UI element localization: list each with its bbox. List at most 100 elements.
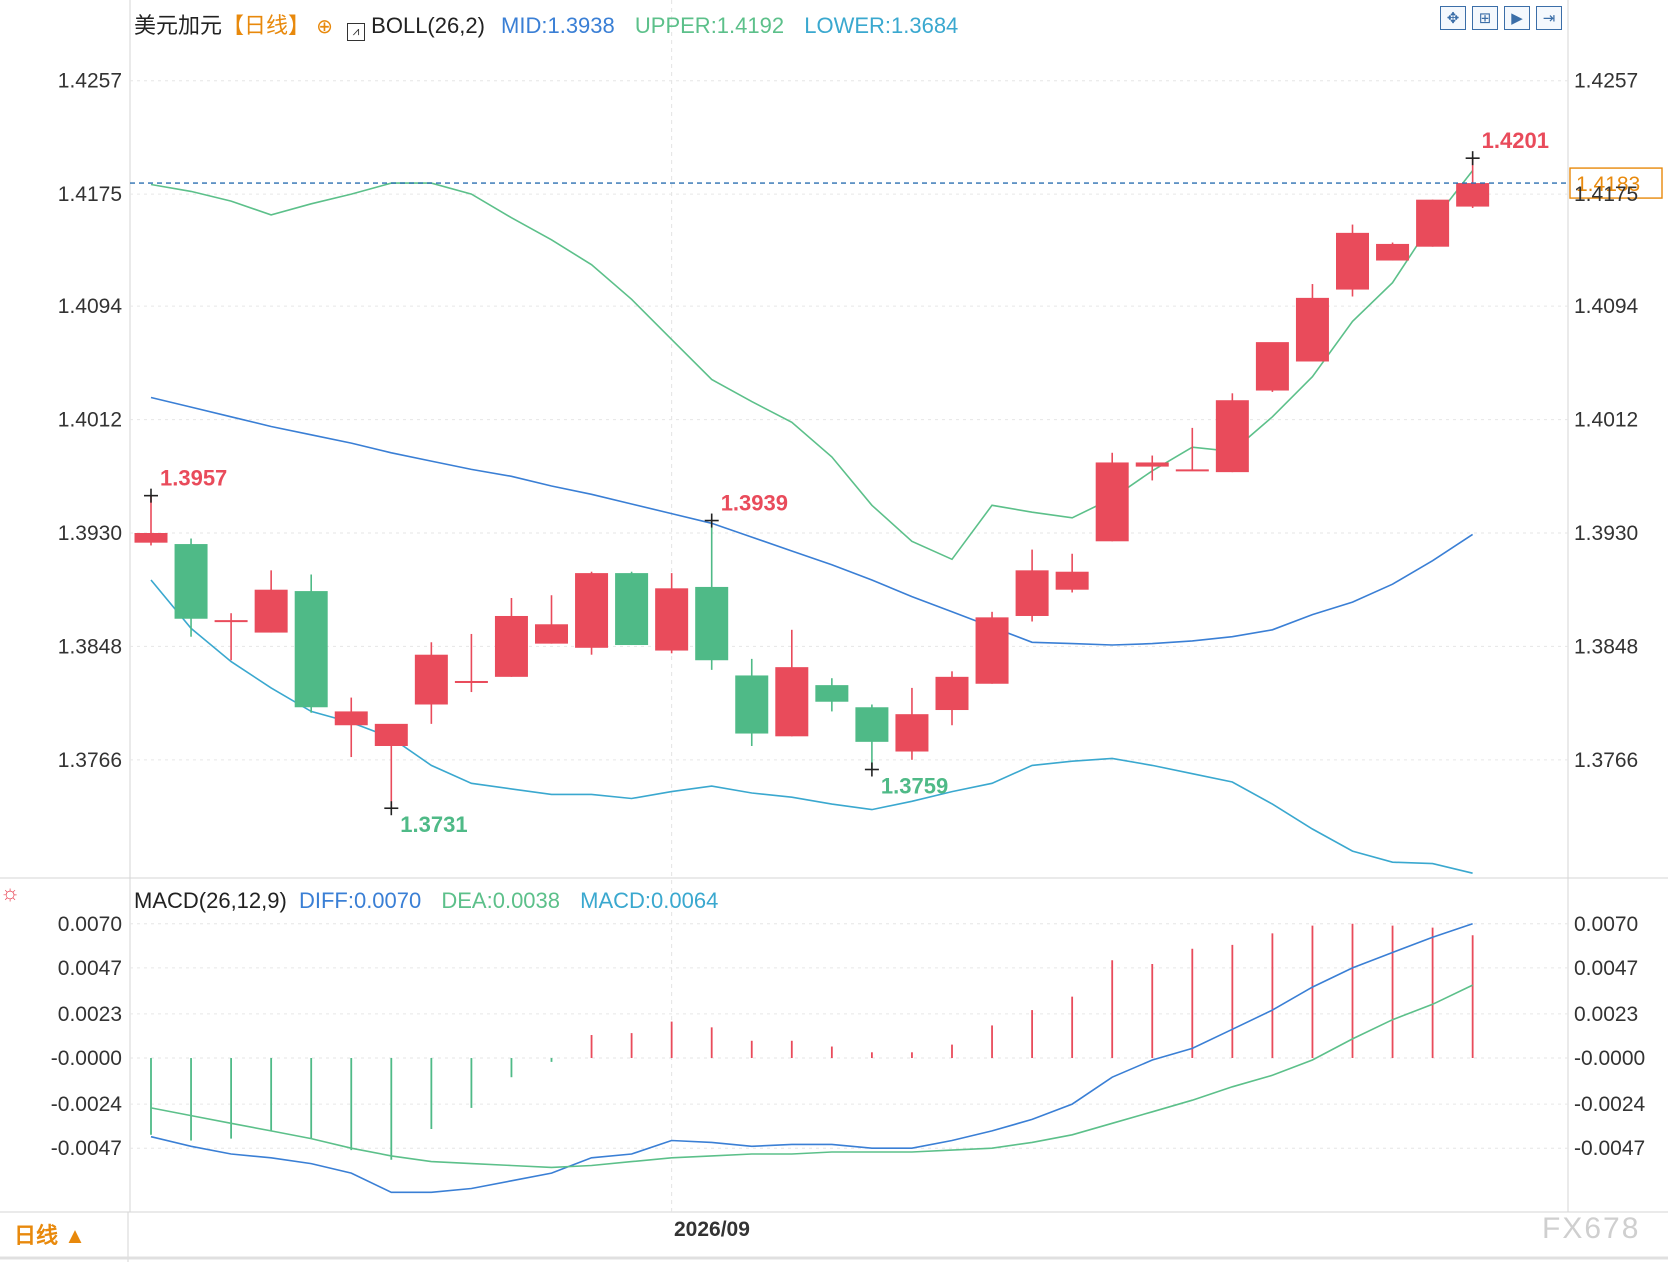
- candle-body: [1456, 183, 1490, 207]
- candle: [494, 598, 528, 677]
- candle-body: [1175, 469, 1209, 472]
- macd-diff-label: DIFF:0.0070: [298, 888, 422, 913]
- annotation-label: 1.3759: [881, 774, 948, 799]
- boll-label: BOLL(26,2): [371, 13, 485, 38]
- macd-tick-right: 0.0070: [1574, 913, 1638, 936]
- price-tick-right: 1.3930: [1574, 522, 1638, 545]
- price-tick-right: 1.3848: [1574, 635, 1638, 658]
- price-tick-right: 1.4175: [1574, 183, 1638, 206]
- candle: [815, 678, 849, 712]
- settings-icon[interactable]: ☼: [0, 880, 21, 905]
- boll-lower-label: LOWER:1.3684: [804, 13, 959, 38]
- crosshair-icon[interactable]: ⊕: [316, 16, 333, 38]
- candles-layer: [134, 158, 1490, 809]
- candle-body: [1135, 462, 1169, 467]
- price-tick-left: 1.3766: [58, 749, 122, 772]
- candle-body: [575, 573, 609, 648]
- macd-tick-left: 0.0047: [58, 957, 122, 980]
- candle-body: [735, 675, 769, 734]
- macd-title: MACD(26,12,9): [134, 888, 287, 913]
- period-selector-button[interactable]: 日线 ▲: [14, 1223, 86, 1248]
- macd-tick-right: 0.0047: [1574, 957, 1638, 980]
- macd-layer: [150, 923, 1474, 1194]
- price-tick-left: 1.4012: [58, 409, 122, 432]
- macd-diff-line: [150, 923, 1473, 1194]
- low-annotation: 1.3759: [864, 762, 948, 799]
- macd-panel-header: MACD(26,12,9) DIFF:0.0070 DEA:0.0038 MAC…: [134, 888, 718, 914]
- candle-body: [535, 624, 568, 644]
- candle-body: [1336, 232, 1369, 290]
- annotation-label: 1.3957: [160, 466, 227, 491]
- candle-body: [935, 676, 969, 711]
- candle-body: [1055, 571, 1089, 590]
- candle: [374, 723, 408, 809]
- annotation-label: 1.4201: [1482, 128, 1549, 153]
- annotation-label: 1.3939: [721, 491, 788, 516]
- price-tick-left: 1.4094: [58, 295, 123, 318]
- move-icon[interactable]: ✥: [1440, 6, 1466, 30]
- candle-body: [1095, 462, 1129, 542]
- price-tick-left: 1.4257: [58, 70, 122, 93]
- price-tick-right: 1.4094: [1574, 295, 1639, 318]
- candle-body: [775, 667, 809, 737]
- candle: [294, 574, 328, 713]
- candle-body: [975, 617, 1009, 684]
- indicator-icon[interactable]: ⩘: [347, 23, 366, 41]
- boll-lower-line: [150, 579, 1473, 874]
- macd-tick-left: 0.0023: [58, 1003, 122, 1026]
- macd-tick-left: -0.0047: [51, 1137, 122, 1160]
- macd-tick-left: 0.0070: [58, 913, 122, 936]
- macd-dea-label: DEA:0.0038: [441, 888, 561, 913]
- candle-body: [1015, 570, 1049, 616]
- macd-tick-right: -0.0024: [1574, 1093, 1646, 1116]
- candle: [535, 595, 568, 644]
- candle-body: [895, 714, 929, 752]
- candle-body: [414, 654, 448, 705]
- chart-toolbar: ✥ ⊞ ▶ ⇥: [1440, 6, 1562, 30]
- candle: [1295, 284, 1329, 362]
- price-tick-right: 1.3766: [1574, 749, 1638, 772]
- price-tick-left: 1.3930: [58, 522, 122, 545]
- boll-mid-label: MID:1.3938: [501, 13, 615, 38]
- candle: [1376, 242, 1410, 261]
- candle: [214, 613, 248, 661]
- step-forward-icon[interactable]: ⇥: [1536, 6, 1562, 30]
- candle: [414, 642, 448, 724]
- candle-body: [334, 711, 368, 726]
- candle-body: [815, 685, 849, 702]
- candle-body: [134, 532, 168, 543]
- macd-tick-right: 0.0023: [1574, 1003, 1638, 1026]
- candle: [1135, 455, 1169, 481]
- candle: [1416, 199, 1450, 247]
- candle-body: [655, 588, 689, 651]
- last-price-label: 1.4183: [1576, 173, 1640, 196]
- boll-upper-label: UPPER:1.4192: [634, 13, 785, 38]
- candle-body: [1376, 243, 1410, 261]
- candle-body: [615, 573, 649, 646]
- period-tag: 【日线】: [222, 13, 311, 38]
- boll-mid-line: [150, 396, 1474, 646]
- candle-body: [214, 620, 248, 623]
- candle-body: [254, 589, 288, 633]
- macd-tick-left: -0.0024: [51, 1093, 123, 1116]
- candle: [895, 687, 929, 760]
- candle: [254, 570, 288, 633]
- candle: [1255, 342, 1289, 392]
- candle: [695, 520, 729, 670]
- macd-value-label: MACD:0.0064: [580, 888, 719, 913]
- candle: [1175, 427, 1209, 472]
- candle: [735, 658, 769, 746]
- candle: [855, 704, 889, 770]
- candle-body: [494, 615, 528, 677]
- axis-labels: 1.4257 1.4257 1.4175 1.4175 1.4094 1.4094 1.40…: [51, 70, 1646, 1160]
- price-annotations: 1.4183 1.3957 1.3731 1.3939 1.3759 1.4201: [130, 128, 1663, 837]
- candle: [1015, 549, 1049, 622]
- candle: [1055, 553, 1089, 593]
- price-tick-left: 1.3848: [58, 635, 122, 658]
- zoom-in-icon[interactable]: ⊞: [1472, 6, 1498, 30]
- candle: [935, 671, 969, 726]
- high-annotation: 1.4201: [1465, 128, 1549, 166]
- candle-body: [855, 707, 889, 742]
- play-icon[interactable]: ▶: [1504, 6, 1530, 30]
